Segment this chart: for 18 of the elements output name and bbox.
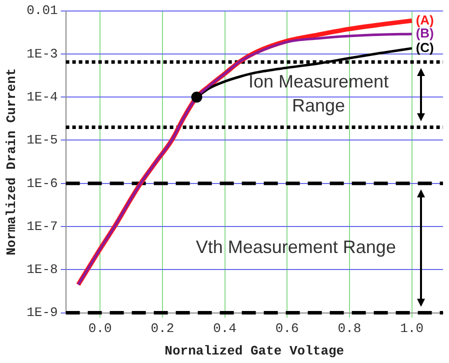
x-tick-label: 0.6 <box>275 321 299 336</box>
y-tick-label: 1E-7 <box>26 218 58 234</box>
y-tick-label: 1E-9 <box>26 305 58 320</box>
x-tick-label: 1.0 <box>400 321 424 336</box>
x-axis-title: Nornalized Gate Voltage <box>164 343 344 358</box>
y-axis-title: Normalized Drain Current <box>4 68 20 256</box>
x-tick-label: 0.2 <box>150 321 174 336</box>
x-tick-label: 0.8 <box>338 321 362 336</box>
y-tick-label: 0.01 <box>26 3 58 18</box>
x-tick-label: 0.4 <box>213 321 237 336</box>
y-tick-label: 1E-6 <box>26 176 58 191</box>
series-label: (A) <box>416 12 434 28</box>
y-tick-label: 1E-5 <box>26 132 58 148</box>
y-tick-label: 1E-3 <box>26 46 58 62</box>
y-tick-label: 1E-8 <box>26 262 58 278</box>
x-tick-label: 0.0 <box>88 321 112 336</box>
series-label: (C) <box>416 40 434 55</box>
y-tick-label: 1E-4 <box>26 90 58 105</box>
